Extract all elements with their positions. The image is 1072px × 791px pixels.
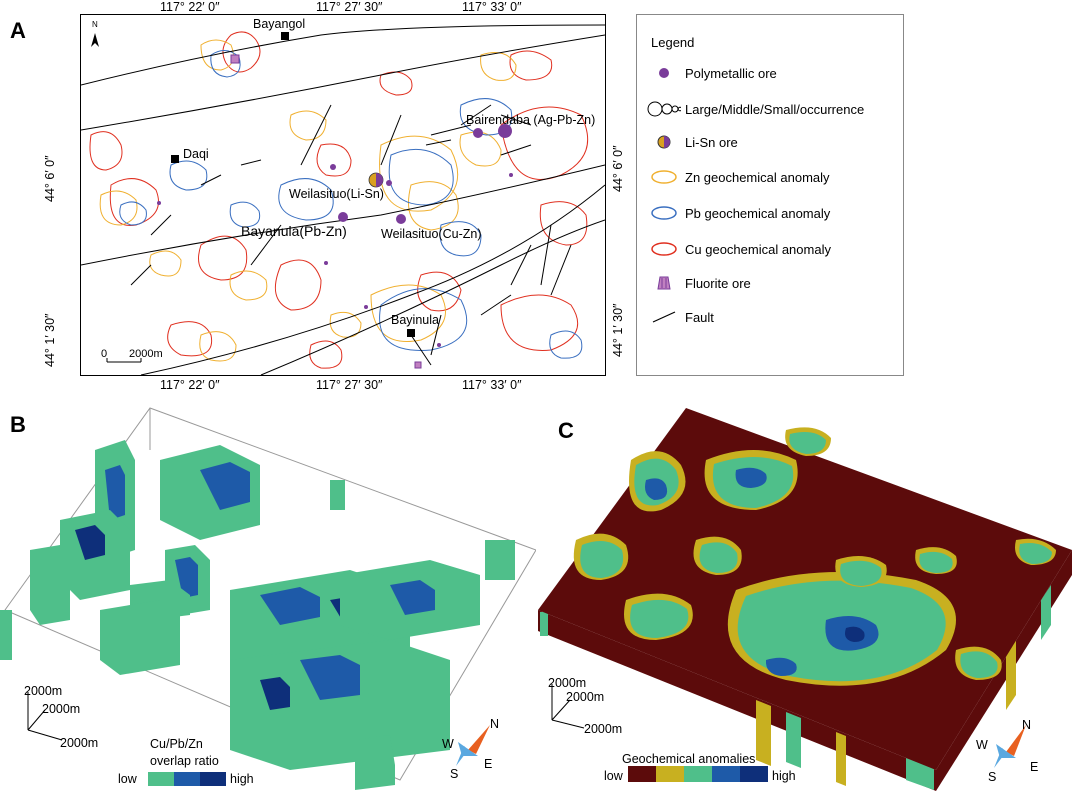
legend-label: Li-Sn ore <box>685 134 738 150</box>
right-tick-2: 44° 1′ 30″ <box>611 303 625 357</box>
legend-item-zn: Zn geochemical anomaly <box>647 165 830 189</box>
left-tick-2: 44° 1′ 30″ <box>43 313 57 367</box>
panel-b-compass-s: S <box>450 767 459 781</box>
legend-label: Cu geochemical anomaly <box>685 241 831 257</box>
legend-item-fault: Fault <box>647 305 714 329</box>
panel-b-high: high <box>230 772 254 786</box>
panel-b-blocks <box>0 440 515 790</box>
north-label: N <box>92 20 98 29</box>
panel-c-colorbar <box>628 766 768 782</box>
legend-item-pb: Pb geochemical anomaly <box>647 201 830 225</box>
place-bayinula: Bayinula <box>391 313 439 327</box>
panel-b-colorbar-title-1: Cu/Pb/Zn <box>150 737 203 751</box>
panel-b-colorbar <box>148 772 226 786</box>
pb-ellipse-icon <box>647 202 681 224</box>
panel-b-low: low <box>118 772 137 786</box>
legend-item-size: Large/Middle/Small/occurrence <box>647 97 864 121</box>
legend-label: Large/Middle/Small/occurrence <box>685 101 865 117</box>
bottom-tick-1: 117° 22′ 0″ <box>160 378 220 392</box>
map-legend: Legend Polymetallic ore Large/Middle/Sma… <box>636 14 904 376</box>
panel-c-compass-e: E <box>1030 760 1039 774</box>
cu-ellipse-icon <box>647 238 681 260</box>
legend-title: Legend <box>651 35 695 50</box>
panel-letter-a: A <box>10 18 26 43</box>
legend-label: Fault <box>685 309 714 325</box>
legend-item-cu: Cu geochemical anomaly <box>647 237 831 261</box>
fluorite-ore-point <box>230 54 422 369</box>
place-bayanula: Bayanula(Pb-Zn) <box>241 223 347 239</box>
panel-b-compass-w: W <box>442 737 454 751</box>
panel-b-axis-z-label: 2000m <box>24 684 63 698</box>
top-tick-3: 117° 33′ 0″ <box>462 0 522 14</box>
li-sn-ore-point <box>368 172 384 188</box>
scale-bar <box>106 358 142 363</box>
panel-c-3d-model <box>538 408 1072 791</box>
town-bayinula-marker <box>407 329 415 337</box>
panel-letter-b: B <box>10 412 26 437</box>
panel-b-compass-icon <box>456 725 490 766</box>
left-tick-1: 44° 6′ 0″ <box>43 155 57 202</box>
legend-item-polymetallic: Polymetallic ore <box>647 61 777 85</box>
place-bairendaba: Bairendaba (Ag-Pb-Zn) <box>466 113 596 127</box>
size-circles-icon <box>647 98 681 120</box>
panel-b-axis-triad <box>27 692 63 741</box>
panel-b-compass-n: N <box>490 717 500 731</box>
panel-c-low: low <box>604 769 623 783</box>
half-circle-icon <box>647 131 681 153</box>
panel-b-colorbar-title-2: overlap ratio <box>150 754 219 768</box>
legend-item-lisn: Li-Sn ore <box>647 130 738 154</box>
fault-lines <box>81 24 605 375</box>
place-daqi: Daqi <box>183 147 209 161</box>
top-tick-1: 117° 22′ 0″ <box>160 0 220 14</box>
zn-anomaly-contours <box>99 39 517 362</box>
scale-value: 2000m <box>129 348 163 360</box>
legend-label: Fluorite ore <box>685 275 751 291</box>
geochemical-map: N 0 2000m Bayangol Daqi Bayinula Bairend… <box>80 14 606 376</box>
panel-c-axis-y-label: 2000m <box>566 690 605 704</box>
town-daqi-marker <box>171 155 179 163</box>
panel-b-compass-e: E <box>484 757 493 771</box>
panel-c-compass-n: N <box>1022 718 1032 732</box>
fault-line-icon <box>647 306 681 328</box>
panel-b-axis-y-label: 2000m <box>42 702 81 716</box>
panel-c-axis-z-label: 2000m <box>548 676 587 690</box>
place-weilasituo-cuzn: Weilasituo(Cu-Zn) <box>381 227 482 241</box>
place-bayangol: Bayangol <box>253 17 306 31</box>
legend-label: Pb geochemical anomaly <box>685 205 831 221</box>
legend-label: Zn geochemical anomaly <box>685 169 830 185</box>
top-tick-2: 117° 27′ 30″ <box>316 0 383 14</box>
panel-c-side-face <box>936 550 1072 791</box>
panel-letter-c: C <box>558 418 574 443</box>
fluorite-icon <box>647 272 681 294</box>
panel-b-axis-x-label: 2000m <box>60 736 99 750</box>
panel-c-colorbar-title: Geochemical anomalies <box>622 752 756 766</box>
town-bayangol-marker <box>281 32 289 40</box>
zn-ellipse-icon <box>647 166 681 188</box>
north-arrow-icon <box>91 33 99 47</box>
panel-c-compass-icon <box>994 725 1026 768</box>
pb-anomaly-contours <box>119 50 583 359</box>
panel-c-anomaly-blobs <box>573 427 1056 686</box>
panel-c-high: high <box>772 769 796 783</box>
map-drawing <box>81 24 605 375</box>
place-weilasituo-lisn: Weilasituo(Li-Sn) <box>289 187 384 201</box>
panel-c-compass-w: W <box>976 738 988 752</box>
panel-c-axis-x-label: 2000m <box>584 722 623 736</box>
scale-zero: 0 <box>101 348 108 360</box>
panel-c-axis-triad <box>551 684 585 729</box>
polymetallic-ore-points <box>157 124 513 347</box>
right-tick-1: 44° 6′ 0″ <box>611 145 625 192</box>
bottom-tick-2: 117° 27′ 30″ <box>316 378 383 392</box>
panel-c-compass-s: S <box>988 770 997 784</box>
legend-item-fluorite: Fluorite ore <box>647 271 751 295</box>
bottom-tick-3: 117° 33′ 0″ <box>462 378 522 392</box>
legend-label: Polymetallic ore <box>685 65 777 81</box>
purple-dot-icon <box>647 62 681 84</box>
panel-b-3d-model <box>0 407 536 790</box>
